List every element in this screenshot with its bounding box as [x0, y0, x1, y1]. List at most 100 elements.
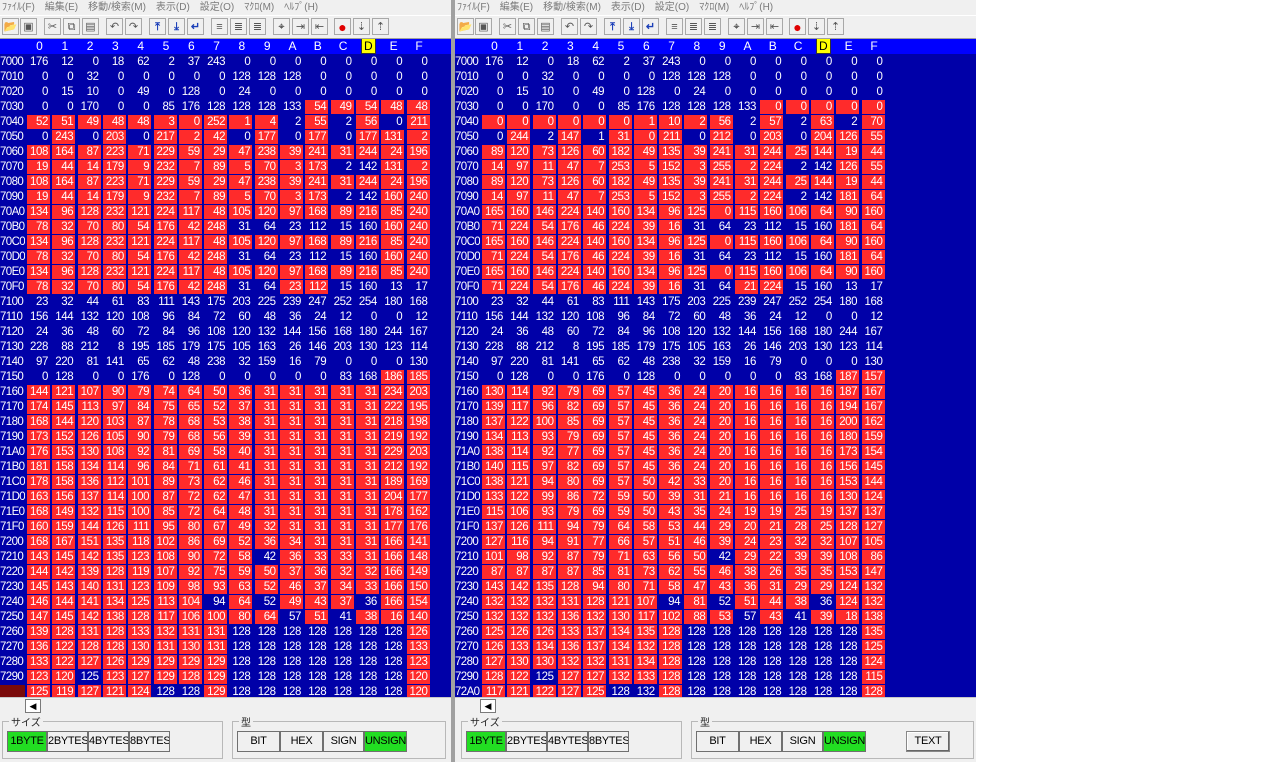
byte-cell[interactable]: 180 [839, 296, 858, 308]
byte-cell[interactable]: 31 [355, 460, 379, 474]
byte-cell[interactable]: 128 [232, 671, 251, 683]
byte-cell[interactable]: 0 [269, 86, 276, 98]
byte-cell[interactable]: 62 [162, 356, 175, 368]
byte-cell[interactable]: 32 [52, 220, 76, 234]
byte-cell[interactable]: 153 [836, 565, 860, 579]
byte-cell[interactable]: 0 [572, 86, 579, 98]
byte-cell[interactable]: 113 [77, 400, 101, 414]
byte-cell[interactable]: 69 [583, 400, 607, 414]
byte-cell[interactable]: 39 [810, 550, 834, 564]
byte-cell[interactable]: 69 [204, 535, 228, 549]
byte-cell[interactable]: 73 [633, 565, 657, 579]
byte-cell[interactable]: 128 [77, 205, 101, 219]
byte-cell[interactable]: 9 [128, 160, 152, 174]
byte-cell[interactable]: 15 [339, 281, 352, 293]
byte-cell[interactable]: 126 [836, 130, 860, 144]
byte-cell[interactable]: 135 [532, 580, 556, 594]
byte-cell[interactable]: 168 [305, 265, 329, 279]
byte-cell[interactable]: 0 [876, 71, 883, 83]
byte-cell[interactable]: 115 [735, 205, 758, 219]
byte-cell[interactable]: 128 [738, 656, 756, 668]
type-option-bit[interactable]: BIT [237, 731, 280, 752]
byte-cell[interactable]: 69 [583, 430, 607, 444]
byte-cell[interactable]: 157 [861, 370, 885, 384]
byte-cell[interactable]: 132 [507, 595, 531, 609]
byte-cell[interactable]: 84 [617, 326, 630, 338]
byte-cell[interactable]: 0 [42, 131, 48, 143]
byte-cell[interactable]: 7 [583, 160, 607, 174]
byte-cell[interactable]: 8 [572, 341, 579, 353]
byte-cell[interactable]: 85 [153, 505, 177, 519]
byte-cell[interactable]: 85 [381, 205, 405, 219]
byte-cell[interactable]: 44 [52, 160, 76, 174]
byte-cell[interactable]: 240 [406, 205, 430, 219]
byte-cell[interactable]: 0 [396, 356, 403, 368]
byte-cell[interactable]: 31 [693, 221, 706, 233]
byte-cell[interactable]: 162 [406, 505, 430, 519]
byte-cell[interactable]: 31 [330, 475, 354, 489]
byte-cell[interactable]: 31 [735, 175, 758, 189]
byte-cell[interactable]: 71 [128, 175, 152, 189]
byte-cell[interactable]: 252 [333, 296, 352, 308]
byte-cell[interactable]: 131 [381, 160, 405, 174]
byte-cell[interactable]: 162 [861, 415, 885, 429]
byte-cell[interactable]: 181 [836, 190, 860, 204]
byte-cell[interactable]: 123 [128, 580, 152, 594]
byte-cell[interactable]: 224 [760, 280, 784, 294]
byte-cell[interactable]: 240 [406, 250, 430, 264]
byte-cell[interactable]: 39 [709, 535, 733, 549]
byte-cell[interactable]: 45 [633, 460, 657, 474]
step-down-icon[interactable]: ⇣ [808, 18, 825, 35]
byte-cell[interactable]: 128 [308, 671, 327, 683]
byte-cell[interactable]: 16 [735, 490, 758, 504]
byte-cell[interactable]: 49 [77, 115, 101, 129]
byte-cell[interactable]: 23 [744, 221, 756, 233]
byte-cell[interactable]: 124 [861, 490, 885, 504]
byte-cell[interactable]: 32 [52, 280, 76, 294]
byte-cell[interactable]: 79 [583, 520, 607, 534]
byte-cell[interactable]: 131 [153, 640, 177, 654]
byte-cell[interactable]: 128 [257, 101, 276, 113]
byte-cell[interactable]: 135 [659, 145, 683, 159]
byte-cell[interactable]: 146 [763, 341, 782, 353]
byte-cell[interactable]: 128 [232, 641, 251, 653]
byte-cell[interactable]: 63 [229, 580, 253, 594]
bookmark-icon[interactable]: ⇥ [292, 18, 309, 35]
byte-cell[interactable]: 166 [381, 595, 405, 609]
byte-cell[interactable]: 90 [836, 265, 860, 279]
byte-cell[interactable]: 79 [557, 505, 581, 519]
byte-cell[interactable]: 56 [659, 550, 683, 564]
byte-cell[interactable]: 20 [735, 520, 758, 534]
byte-cell[interactable]: 71 [128, 145, 152, 159]
byte-cell[interactable]: 176 [557, 280, 581, 294]
byte-cell[interactable]: 159 [712, 356, 731, 368]
byte-cell[interactable]: 0 [800, 86, 807, 98]
byte-cell[interactable]: 88 [61, 341, 74, 353]
byte-cell[interactable]: 57 [608, 400, 632, 414]
byte-cell[interactable]: 255 [709, 160, 733, 174]
byte-cell[interactable]: 132 [507, 610, 531, 624]
byte-cell[interactable]: 115 [735, 265, 758, 279]
size-option-2bytes[interactable]: 2BYTES [506, 731, 547, 752]
byte-cell[interactable]: 112 [764, 251, 782, 263]
byte-cell[interactable]: 52 [229, 535, 253, 549]
byte-cell[interactable]: 39 [684, 145, 708, 159]
byte-cell[interactable]: 133 [557, 625, 581, 639]
byte-cell[interactable]: 133 [406, 640, 430, 654]
byte-cell[interactable]: 54 [532, 280, 556, 294]
byte-cell[interactable]: 57 [608, 475, 632, 489]
byte-cell[interactable]: 12 [61, 56, 74, 68]
byte-cell[interactable]: 144 [510, 311, 529, 323]
byte-cell[interactable]: 81 [608, 565, 632, 579]
byte-cell[interactable]: 128 [333, 686, 352, 697]
byte-cell[interactable]: 79 [583, 550, 607, 564]
byte-cell[interactable]: 41 [339, 611, 352, 623]
byte-cell[interactable]: 128 [77, 235, 101, 249]
byte-cell[interactable]: 0 [482, 115, 505, 129]
byte-cell[interactable]: 31 [280, 520, 303, 534]
byte-cell[interactable]: 144 [283, 326, 301, 338]
byte-cell[interactable]: 96 [617, 311, 630, 323]
byte-cell[interactable]: 51 [305, 610, 329, 624]
byte-cell[interactable]: 160 [608, 235, 632, 249]
byte-cell[interactable]: 125 [583, 685, 607, 697]
